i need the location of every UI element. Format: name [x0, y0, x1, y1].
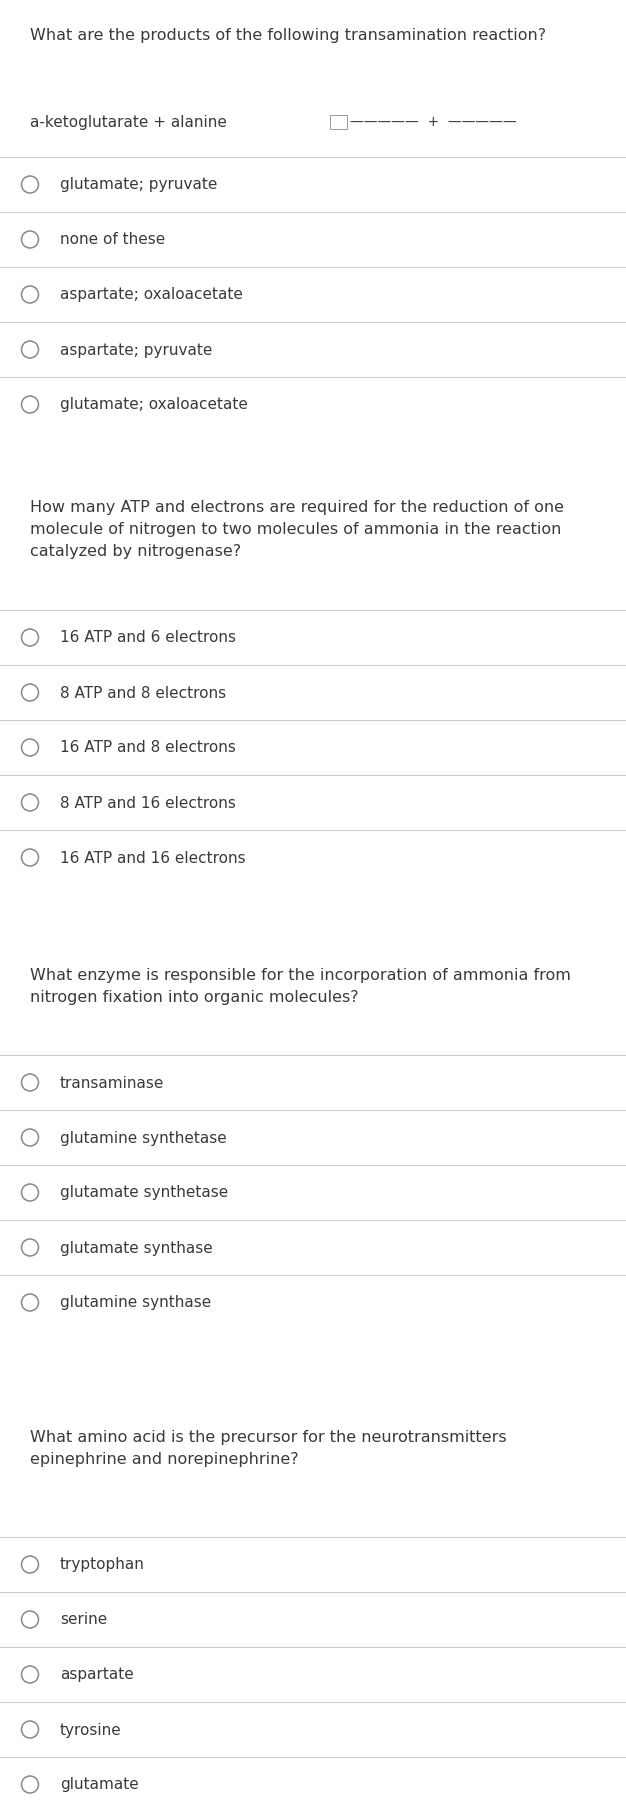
Text: glutamate synthase: glutamate synthase [60, 1240, 213, 1255]
Text: tryptophan: tryptophan [60, 1558, 145, 1573]
FancyBboxPatch shape [329, 114, 347, 129]
Text: aspartate; pyruvate: aspartate; pyruvate [60, 343, 212, 358]
Text: How many ATP and electrons are required for the reduction of one
molecule of nit: How many ATP and electrons are required … [30, 499, 564, 559]
Text: none of these: none of these [60, 232, 165, 247]
Text: 16 ATP and 16 electrons: 16 ATP and 16 electrons [60, 850, 245, 866]
Text: glutamine synthetase: glutamine synthetase [60, 1131, 227, 1146]
Text: glutamate synthetase: glutamate synthetase [60, 1186, 228, 1200]
Text: —————  +  —————: ————— + ————— [350, 114, 516, 129]
Text: glutamate: glutamate [60, 1778, 139, 1792]
Text: What enzyme is responsible for the incorporation of ammonia from
nitrogen fixati: What enzyme is responsible for the incor… [30, 968, 571, 1006]
Text: What amino acid is the precursor for the neurotransmitters
epinephrine and norep: What amino acid is the precursor for the… [30, 1429, 506, 1467]
Text: transaminase: transaminase [60, 1075, 165, 1090]
Text: 16 ATP and 6 electrons: 16 ATP and 6 electrons [60, 630, 236, 645]
Text: glutamine synthase: glutamine synthase [60, 1295, 211, 1311]
Text: a-ketoglutarate + alanine: a-ketoglutarate + alanine [30, 114, 227, 131]
Text: glutamate; oxaloacetate: glutamate; oxaloacetate [60, 398, 248, 412]
Text: aspartate; oxaloacetate: aspartate; oxaloacetate [60, 287, 243, 303]
Text: serine: serine [60, 1613, 107, 1627]
Text: 8 ATP and 8 electrons: 8 ATP and 8 electrons [60, 685, 226, 701]
Text: What are the products of the following transamination reaction?: What are the products of the following t… [30, 27, 546, 44]
Text: 16 ATP and 8 electrons: 16 ATP and 8 electrons [60, 741, 236, 755]
Text: 8 ATP and 16 electrons: 8 ATP and 16 electrons [60, 795, 236, 810]
Text: tyrosine: tyrosine [60, 1723, 121, 1738]
Text: glutamate; pyruvate: glutamate; pyruvate [60, 178, 217, 192]
Text: aspartate: aspartate [60, 1667, 134, 1682]
